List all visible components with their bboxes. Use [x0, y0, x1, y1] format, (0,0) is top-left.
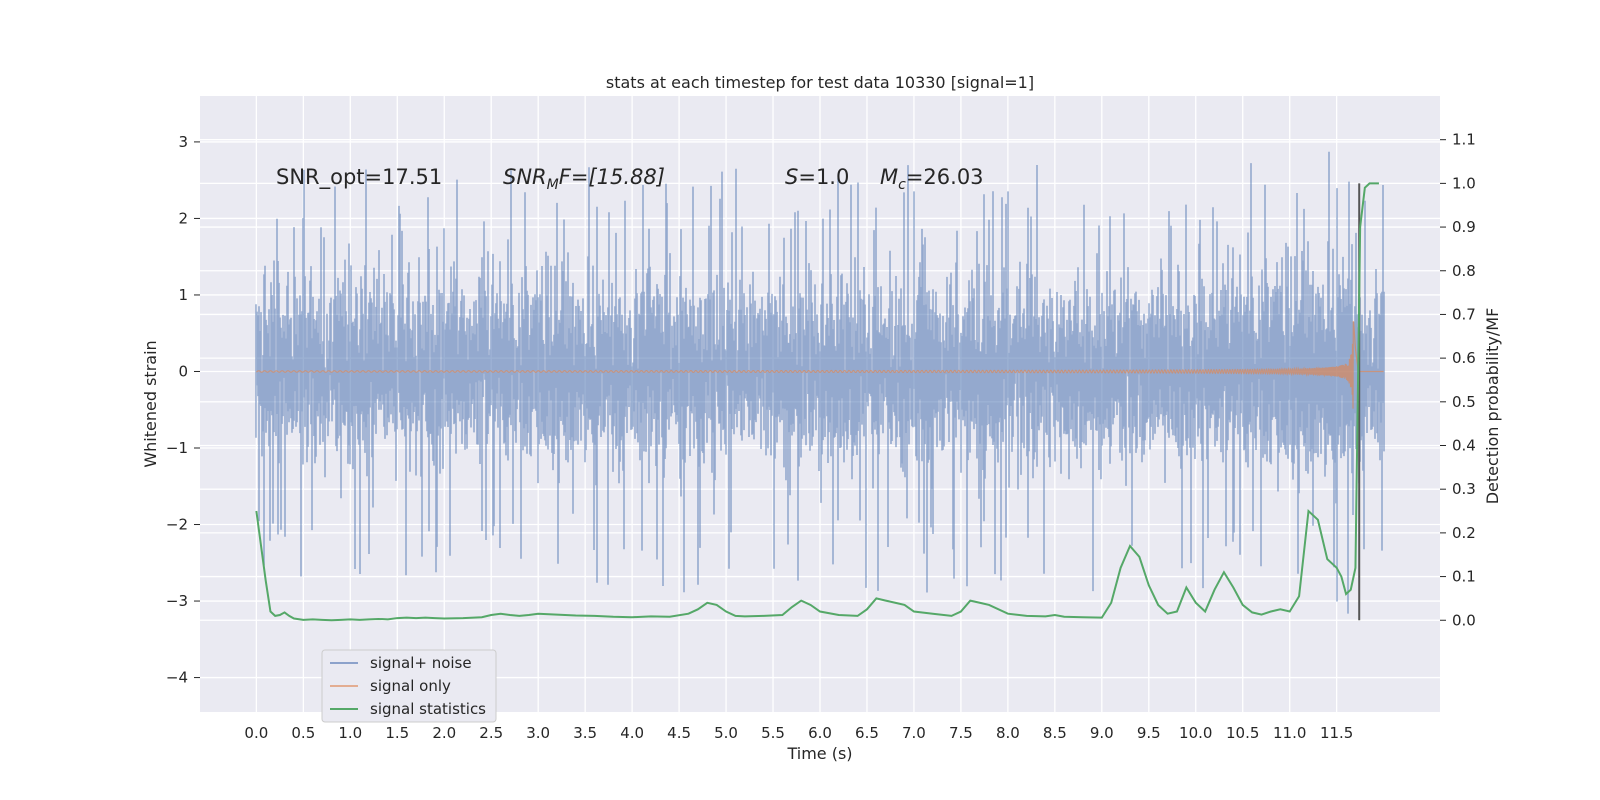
annotation-s: S=1.0 — [785, 165, 849, 189]
y2-tick-label: 0.7 — [1452, 305, 1476, 323]
y2-tick-label: 0.6 — [1452, 349, 1476, 367]
y2-tick-label: 0.0 — [1452, 611, 1476, 629]
x-tick-label: 11.5 — [1320, 724, 1353, 742]
y-tick-label: 2 — [178, 209, 188, 227]
y-tick-label: 3 — [178, 133, 188, 151]
legend-box — [321, 649, 497, 723]
x-tick-label: 1.0 — [338, 724, 362, 742]
y2-axis-label: Detection probability/MF — [1483, 308, 1502, 505]
legend: signal+ noise signal only signal statist… — [321, 649, 497, 723]
x-tick-label: 0.5 — [291, 724, 315, 742]
y-tick-label: −2 — [166, 516, 188, 534]
annotation-snr-mf: SNRMF=[15.88] — [503, 165, 665, 193]
y-tick-label: 1 — [178, 286, 188, 304]
y2-axis-ticks: 1.1 1.0 0.9 0.8 0.7 0.6 0.5 0.4 0.3 0.2 0.1 0.0 — [1440, 131, 1476, 629]
chart-title: stats at each timestep for test data 103… — [606, 73, 1034, 92]
x-tick-label: 7.5 — [949, 724, 973, 742]
x-tick-label: 4.5 — [667, 724, 691, 742]
annotation-mc-main: M — [880, 165, 898, 189]
annotation-mc-sub: c — [898, 177, 906, 193]
x-tick-label: 2.5 — [479, 724, 503, 742]
series-signal-noise — [255, 151, 1385, 614]
annotation-s-main: S — [785, 165, 798, 189]
annotation-s-rest: =1.0 — [798, 165, 849, 189]
annotation-snr-mf-sub: M — [547, 177, 559, 193]
x-tick-label: 1.5 — [385, 724, 409, 742]
signal-noise-trace — [255, 151, 1385, 614]
signal-only-trace — [256, 321, 1384, 409]
x-tick-label: 6.0 — [808, 724, 832, 742]
annotation-snr-mf-rest: F=[15.88] — [559, 165, 665, 189]
annotation-mc-rest: =26.03 — [906, 165, 984, 189]
annotation-snr-mf-main: SNR — [503, 165, 547, 189]
x-tick-label: 3.5 — [573, 724, 597, 742]
x-tick-label: 0.0 — [244, 724, 268, 742]
x-tick-label: 3.0 — [526, 724, 550, 742]
x-tick-label: 8.5 — [1043, 724, 1067, 742]
x-tick-label: 6.5 — [855, 724, 879, 742]
annotation-mc: Mc=26.03 — [880, 165, 984, 193]
x-axis-ticks: 0.0 0.5 1.0 1.5 2.0 2.5 3.0 3.5 4.0 4.5 5.0 5.5 6.0 6… — [244, 724, 1353, 742]
y2-tick-label: 0.8 — [1452, 262, 1476, 280]
y2-tick-label: 0.5 — [1452, 393, 1476, 411]
y-tick-label: 0 — [178, 362, 188, 380]
y2-tick-label: 0.2 — [1452, 524, 1476, 542]
x-tick-label: 11.0 — [1273, 724, 1306, 742]
y-axis-label: Whitened strain — [141, 340, 160, 467]
x-tick-label: 5.5 — [761, 724, 785, 742]
x-tick-label: 5.0 — [714, 724, 738, 742]
x-tick-label: 4.0 — [620, 724, 644, 742]
y2-tick-label: 0.9 — [1452, 218, 1476, 236]
annotation-snr-opt: SNR_opt=17.51 — [276, 165, 442, 190]
legend-label-signal-noise: signal+ noise — [370, 654, 472, 672]
x-tick-label: 9.0 — [1090, 724, 1114, 742]
legend-label-signal-statistics: signal statistics — [370, 700, 486, 718]
y-tick-label: −4 — [166, 669, 188, 687]
y2-tick-label: 0.3 — [1452, 480, 1476, 498]
x-tick-label: 8.0 — [996, 724, 1020, 742]
x-axis-label: Time (s) — [786, 744, 852, 763]
x-tick-label: 9.5 — [1137, 724, 1161, 742]
series-signal-statistics — [255, 182, 1379, 622]
y2-tick-label: 0.1 — [1452, 568, 1476, 586]
x-tick-label: 2.0 — [432, 724, 456, 742]
y2-tick-label: 1.1 — [1452, 131, 1476, 149]
y-axis-ticks: 3 2 1 0 −1 −2 −3 −4 — [166, 133, 200, 687]
x-tick-label: 10.5 — [1226, 724, 1259, 742]
y-tick-label: −3 — [166, 592, 188, 610]
signal-statistics-line — [255, 182, 1379, 622]
y-tick-label: −1 — [166, 439, 188, 457]
y2-tick-label: 0.4 — [1452, 437, 1476, 455]
legend-label-signal-only: signal only — [370, 677, 451, 695]
x-tick-label: 7.0 — [902, 724, 926, 742]
y2-tick-label: 1.0 — [1452, 174, 1476, 192]
x-tick-label: 10.0 — [1179, 724, 1212, 742]
